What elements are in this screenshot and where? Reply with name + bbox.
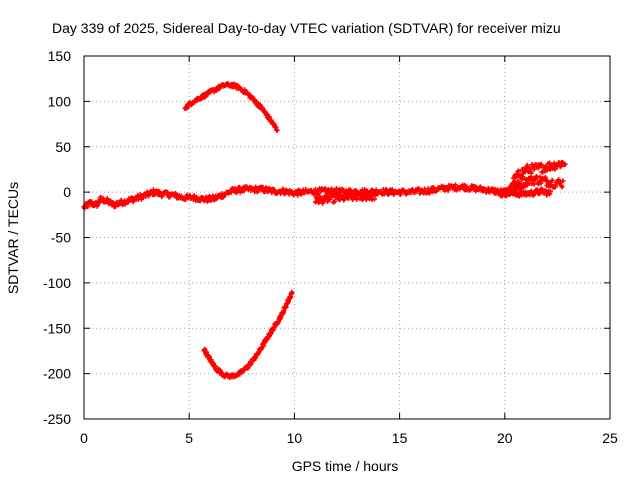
data-point-marker xyxy=(552,184,558,190)
data-point-marker xyxy=(332,198,338,204)
data-point-marker xyxy=(452,182,458,188)
data-point-marker xyxy=(531,181,537,187)
data-point-marker xyxy=(562,161,568,167)
y-tick-label: -150 xyxy=(43,320,71,336)
y-tick-label: 150 xyxy=(48,48,72,64)
data-point-marker xyxy=(445,187,451,193)
data-point-marker xyxy=(327,196,333,202)
data-point-marker xyxy=(559,184,565,190)
data-point-marker xyxy=(531,166,537,172)
grid-lines xyxy=(83,55,611,420)
x-tick-label: 25 xyxy=(602,430,618,446)
y-axis-title: SDTVAR / TECUs xyxy=(5,182,21,294)
data-point-marker xyxy=(354,196,360,202)
data-points xyxy=(81,80,568,381)
data-point-marker xyxy=(316,190,322,196)
data-point-marker xyxy=(549,177,555,183)
y-tick-label: -100 xyxy=(43,275,71,291)
y-tick-label: 50 xyxy=(55,139,71,155)
y-tick-label: -250 xyxy=(43,411,71,427)
data-point-marker xyxy=(274,127,280,133)
data-point-marker xyxy=(85,204,91,210)
data-point-marker xyxy=(375,191,381,197)
x-tick-label: 5 xyxy=(185,430,193,446)
x-tick-label: 10 xyxy=(287,430,303,446)
data-point-marker xyxy=(289,289,295,295)
series-upper-arc xyxy=(182,80,280,133)
series-lower-arc xyxy=(201,289,295,381)
series-late-cluster-middle xyxy=(512,173,566,192)
data-point-marker xyxy=(519,176,525,182)
data-point-marker xyxy=(560,178,566,184)
y-tick-label: -50 xyxy=(51,230,71,246)
series-late-cluster-upper xyxy=(508,159,568,189)
data-point-marker xyxy=(385,191,391,197)
data-point-marker xyxy=(271,187,277,193)
data-point-marker xyxy=(397,192,403,198)
data-point-marker xyxy=(372,196,378,202)
data-point-marker xyxy=(538,161,544,167)
data-point-marker xyxy=(528,188,534,194)
data-point-marker xyxy=(389,187,395,193)
y-tick-label: 100 xyxy=(48,93,72,109)
y-tick-label: -200 xyxy=(43,366,71,382)
data-point-marker xyxy=(295,192,301,198)
data-point-marker xyxy=(516,168,522,174)
plot-frame xyxy=(83,55,611,420)
x-axis-title: GPS time / hours xyxy=(292,458,399,474)
series-late-cluster-lower xyxy=(498,186,553,199)
x-tick-label: 0 xyxy=(80,430,88,446)
series-offset-segment xyxy=(312,190,381,206)
axis-ticks: 0 5 10 15 20 25 -250 -200 -150 -100 -50 0 50 100 150 xyxy=(43,48,618,446)
series-main-trace xyxy=(81,182,524,211)
x-tick-label: 20 xyxy=(497,430,513,446)
data-point-marker xyxy=(547,160,553,166)
data-point-marker xyxy=(321,197,327,203)
data-point-marker xyxy=(514,186,520,192)
data-point-marker xyxy=(150,187,156,193)
data-point-marker xyxy=(524,162,530,168)
data-point-marker xyxy=(280,186,286,192)
data-point-marker xyxy=(165,189,171,195)
x-tick-label: 15 xyxy=(392,430,408,446)
y-tick-label: 0 xyxy=(63,184,71,200)
data-point-marker xyxy=(547,188,553,194)
chart-title: Day 339 of 2025, Sidereal Day-to-day VTE… xyxy=(52,20,561,36)
